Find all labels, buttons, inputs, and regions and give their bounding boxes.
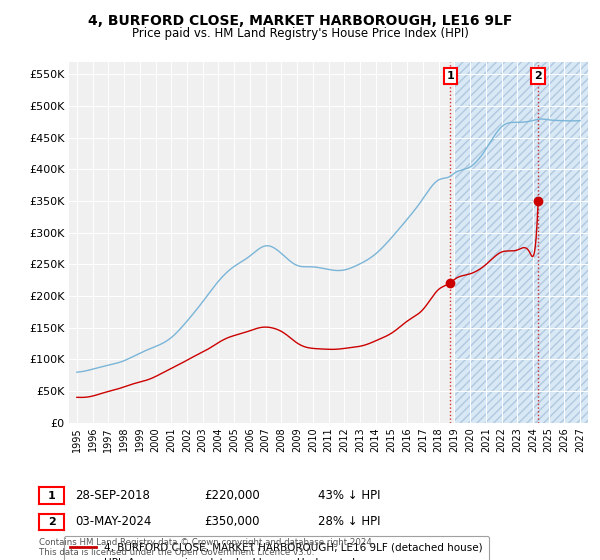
Text: 2: 2 <box>48 517 55 527</box>
Text: 28-SEP-2018: 28-SEP-2018 <box>75 489 150 502</box>
Text: 43% ↓ HPI: 43% ↓ HPI <box>318 489 380 502</box>
Text: 03-MAY-2024: 03-MAY-2024 <box>75 515 151 529</box>
Text: 1: 1 <box>48 491 55 501</box>
Text: 2: 2 <box>534 71 542 81</box>
Text: £350,000: £350,000 <box>204 515 260 529</box>
Text: Contains HM Land Registry data © Crown copyright and database right 2024.
This d: Contains HM Land Registry data © Crown c… <box>39 538 374 557</box>
Text: 1: 1 <box>446 71 454 81</box>
Text: 4, BURFORD CLOSE, MARKET HARBOROUGH, LE16 9LF: 4, BURFORD CLOSE, MARKET HARBOROUGH, LE1… <box>88 14 512 28</box>
Text: £220,000: £220,000 <box>204 489 260 502</box>
Text: 28% ↓ HPI: 28% ↓ HPI <box>318 515 380 529</box>
Legend: 4, BURFORD CLOSE, MARKET HARBOROUGH, LE16 9LF (detached house), HPI: Average pri: 4, BURFORD CLOSE, MARKET HARBOROUGH, LE1… <box>64 536 490 560</box>
Bar <box>454 62 588 423</box>
Bar <box>454 62 588 423</box>
Text: Price paid vs. HM Land Registry's House Price Index (HPI): Price paid vs. HM Land Registry's House … <box>131 27 469 40</box>
